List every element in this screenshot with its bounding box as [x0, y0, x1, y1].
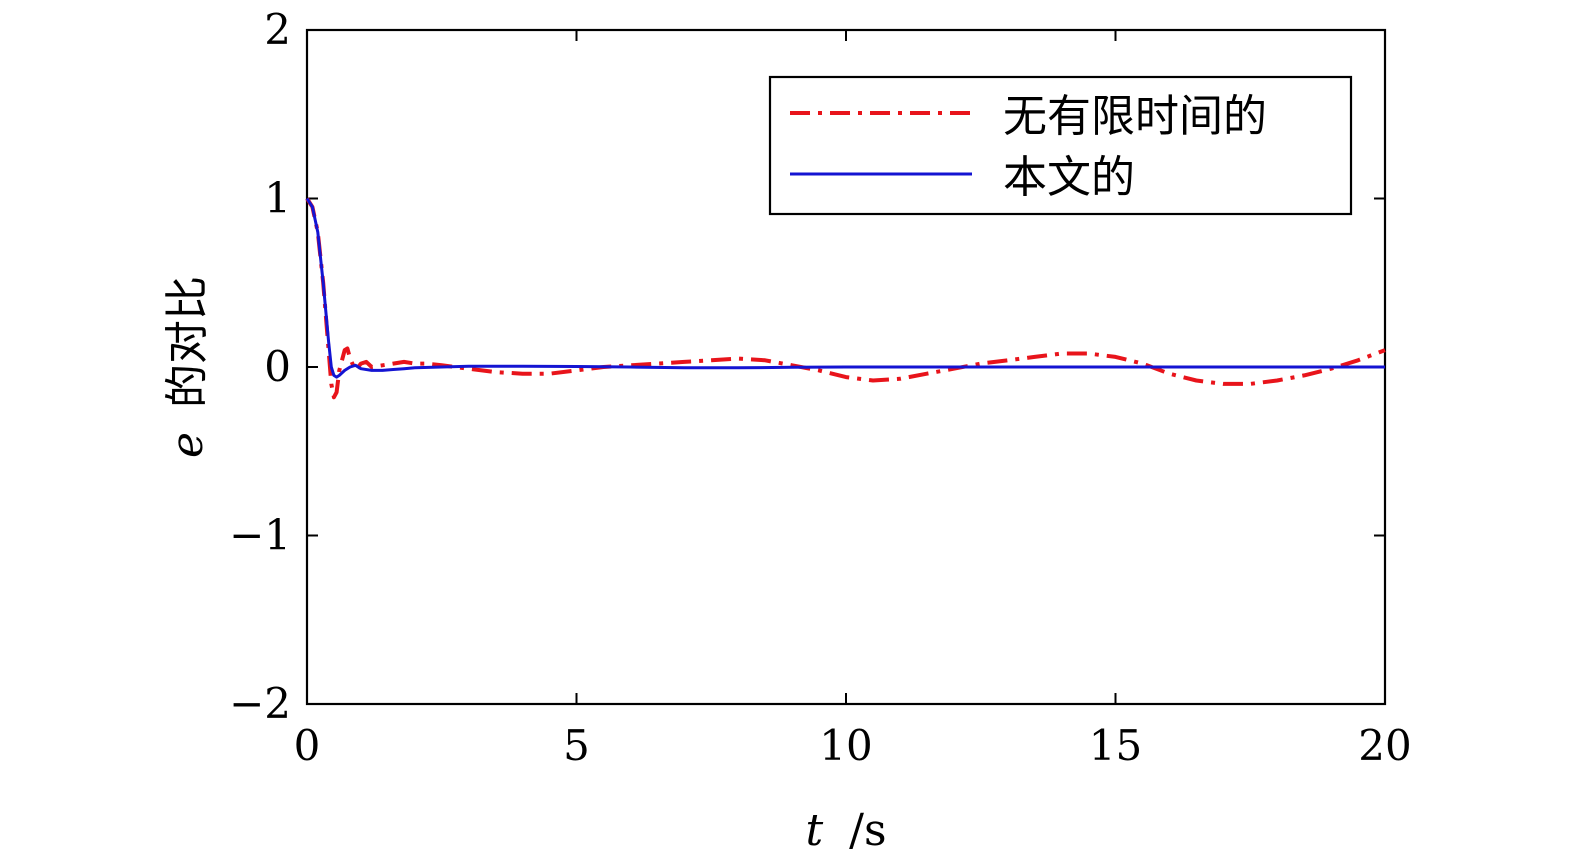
x-tick-label: 0 — [294, 721, 321, 770]
x-tick-label: 20 — [1358, 721, 1411, 770]
legend-box — [768, 75, 1353, 216]
series-layer — [305, 197, 1386, 400]
x-tick-label: 15 — [1089, 721, 1142, 770]
x-tick-label: 10 — [819, 721, 872, 770]
y-axis-label: e 的对比 — [162, 276, 213, 458]
x-tick-labels: 0 5 10 15 20 — [294, 721, 1412, 770]
y-tick-label: 0 — [264, 342, 291, 391]
y-tick-label: −2 — [229, 679, 291, 728]
series-line-this-paper — [305, 197, 1385, 379]
x-axis-label-var: t — [805, 805, 823, 856]
y-tick-labels: 2 1 0 −1 −2 — [229, 5, 291, 728]
legend: 无有限时间的 本文的 — [768, 75, 1353, 216]
y-tick-label: 1 — [264, 174, 291, 223]
y-axis-label-var: e — [162, 432, 213, 458]
y-tick-label: 2 — [264, 5, 291, 54]
x-axis-label: t /s — [805, 805, 886, 856]
x-axis-label-unit: /s — [849, 805, 886, 856]
y-tick-label: −1 — [229, 511, 291, 560]
series-line-finite-time-absent — [305, 197, 1386, 400]
plot-area — [305, 28, 1387, 706]
x-tick-label: 5 — [563, 721, 590, 770]
legend-label-this-paper: 本文的 — [1003, 152, 1135, 203]
legend-label-finite-time-absent: 无有限时间的 — [1003, 91, 1267, 142]
y-axis-label-text: 的对比 — [162, 276, 213, 408]
svg-text:e 的对比: e 的对比 — [162, 276, 213, 458]
